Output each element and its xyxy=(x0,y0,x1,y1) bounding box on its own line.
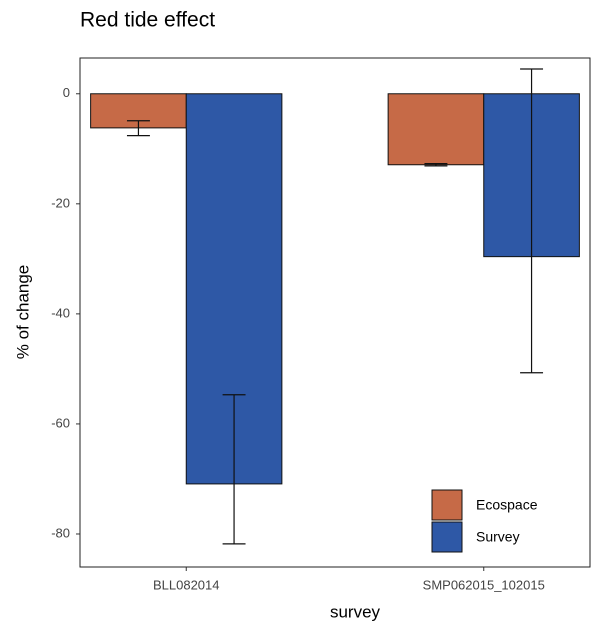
legend-label: Survey xyxy=(476,529,520,545)
chart-title: Red tide effect xyxy=(80,9,215,32)
x-tick-label: SMP062015_102015 xyxy=(423,577,545,592)
error-bar xyxy=(424,163,448,167)
y-tick-label: -60 xyxy=(51,415,70,430)
bar xyxy=(387,93,485,166)
panel-border xyxy=(79,57,591,568)
y-tick-label: 0 xyxy=(63,85,70,100)
y-tick-label: -40 xyxy=(51,305,70,320)
y-tick-label: -80 xyxy=(51,525,70,540)
x-axis-label: survey xyxy=(330,602,381,621)
error-bar xyxy=(520,68,544,374)
legend-label: Ecospace xyxy=(476,497,538,513)
y-axis-label: % of change xyxy=(13,265,32,360)
legend-key xyxy=(431,489,463,521)
y-tick-label: -20 xyxy=(51,195,70,210)
error-bar xyxy=(222,394,246,545)
x-tick-label: BLL082014 xyxy=(153,577,220,592)
legend-key xyxy=(431,521,463,553)
error-bar xyxy=(126,120,150,137)
